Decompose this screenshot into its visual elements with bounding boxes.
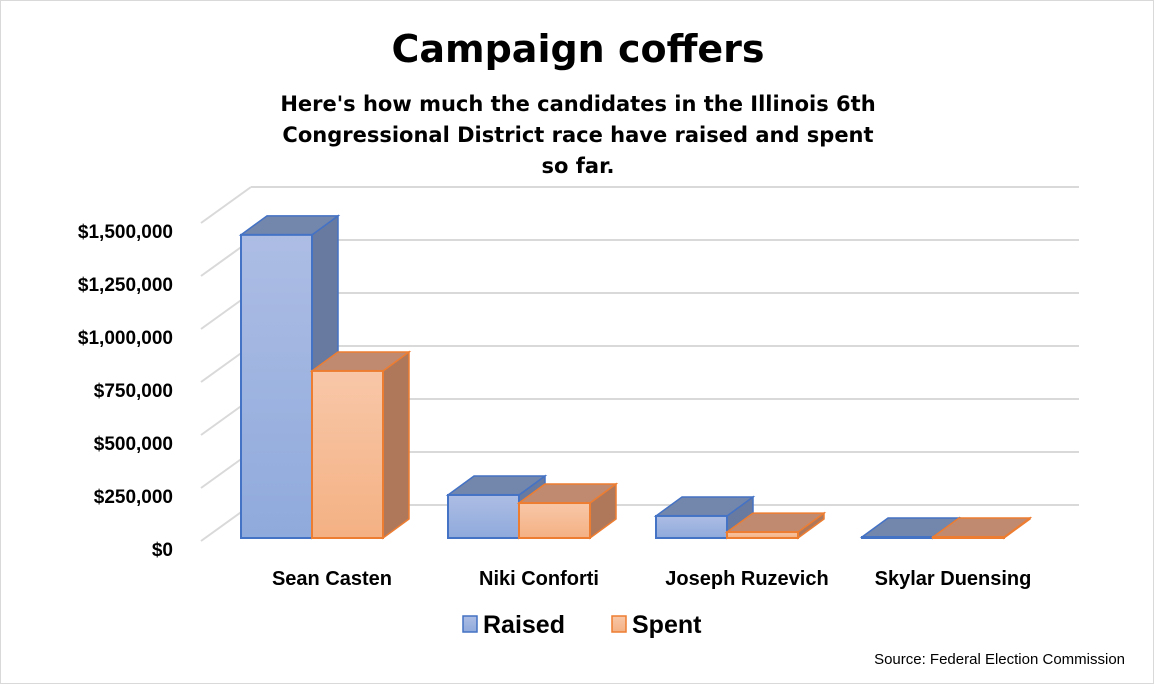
- bar-side-spent: [382, 350, 410, 540]
- x-tick-label: Sean Casten: [272, 568, 392, 590]
- bar-raised: [240, 233, 313, 539]
- legend-label-spent: Spent: [632, 611, 702, 639]
- bar-spent: [932, 536, 1005, 539]
- y-tick-label: $500,000: [94, 434, 173, 455]
- source-note: Source: Federal Election Commission: [874, 651, 1125, 668]
- bar-raised: [447, 493, 520, 539]
- chart-subtitle: Here's how much the candidates in the Il…: [280, 92, 876, 178]
- x-tick-label: Joseph Ruzevich: [665, 568, 828, 590]
- chart-title: Campaign coffers: [391, 27, 765, 71]
- bar-spent: [726, 531, 799, 540]
- bar-raised: [861, 536, 934, 539]
- x-tick-label: Skylar Duensing: [875, 568, 1032, 590]
- legend-label-raised: Raised: [483, 611, 565, 639]
- x-tick-label: Niki Conforti: [479, 568, 599, 590]
- y-tick-label: $0: [152, 540, 173, 561]
- gridline-side: [200, 186, 252, 224]
- y-tick-label: $1,000,000: [78, 328, 173, 349]
- y-tick-label: $1,500,000: [78, 222, 173, 243]
- y-tick-label: $250,000: [94, 487, 173, 508]
- y-tick-label: $1,250,000: [78, 275, 173, 296]
- bar-spent: [311, 369, 384, 539]
- legend-swatch-raised: [462, 615, 478, 633]
- bar-spent: [518, 502, 591, 539]
- bar-raised: [655, 514, 728, 540]
- legend-swatch-spent: [611, 615, 627, 633]
- y-tick-label: $750,000: [94, 381, 173, 402]
